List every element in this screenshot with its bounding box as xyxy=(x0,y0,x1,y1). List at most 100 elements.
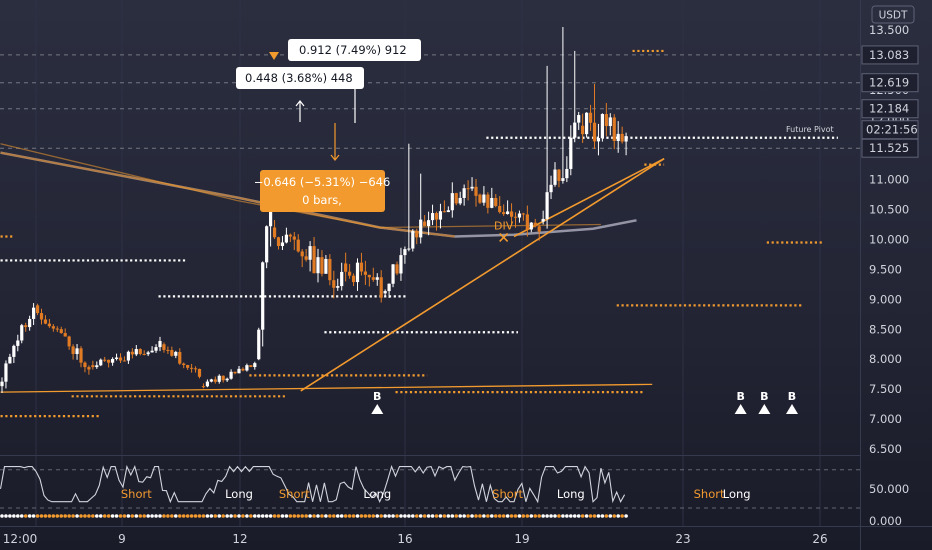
oscillator-dot xyxy=(106,514,111,518)
candle-body xyxy=(450,193,454,211)
oscillator-dot xyxy=(588,514,593,518)
oscillator-dot xyxy=(312,514,316,518)
oscillator-dot xyxy=(300,514,305,518)
candle-body xyxy=(197,368,202,377)
time-axis-tick: 9 xyxy=(118,532,126,546)
oscillator-dot xyxy=(541,514,545,518)
oscillator-dot xyxy=(31,514,36,518)
candle-body xyxy=(351,275,356,283)
candle-body xyxy=(486,194,490,208)
oscillator-dot xyxy=(490,514,494,518)
price-axis-tick: 11.000 xyxy=(869,173,909,187)
divergence-marker: DIV xyxy=(494,219,514,243)
candle-body xyxy=(107,359,111,363)
oscillator-dot xyxy=(335,514,340,518)
oscillator-dot xyxy=(102,514,107,518)
candle-body xyxy=(103,359,107,361)
trend-line xyxy=(300,157,665,392)
measure-tools[interactable]: 0.912 (7.49%) 912 0.448 (3.68%) 448 −0.6… xyxy=(236,39,421,212)
candle-body xyxy=(87,367,91,370)
oscillator-dot xyxy=(142,514,146,518)
candle-body xyxy=(229,371,233,379)
price-tag xyxy=(861,99,919,119)
oscillator-signal-label: Short xyxy=(694,487,725,501)
oscillator-dot xyxy=(138,514,143,518)
time-axis-tick: 16 xyxy=(397,532,412,546)
price-axis-tick: 13.500 xyxy=(869,23,909,37)
candle-body xyxy=(130,351,134,355)
candle-body xyxy=(308,246,312,260)
candle-body xyxy=(221,375,225,381)
candle-body xyxy=(265,226,269,263)
candle-body xyxy=(284,234,288,243)
oscillator-dot xyxy=(367,514,372,518)
trend-line xyxy=(379,223,601,229)
oscillator-dot xyxy=(565,514,569,518)
oscillator-signal-label: Short xyxy=(121,487,152,501)
candle-body xyxy=(99,359,103,366)
oscillator-dot xyxy=(351,514,356,518)
candle-body xyxy=(59,329,63,334)
candle-body xyxy=(462,188,466,198)
candle-body xyxy=(178,351,182,364)
oscillator-dot xyxy=(557,514,561,518)
candle-body xyxy=(241,368,245,371)
candle-body xyxy=(217,375,221,382)
candle-body xyxy=(201,386,206,388)
candle-body xyxy=(474,186,478,196)
oscillator-dot xyxy=(79,514,83,518)
candle-body xyxy=(557,169,561,181)
oscillator-dot xyxy=(264,514,269,518)
oscillator-dot xyxy=(450,514,455,518)
price-tag-label: 12.184 xyxy=(869,102,909,116)
candle-body xyxy=(612,117,616,141)
candle-body xyxy=(272,227,277,238)
candle-body xyxy=(363,271,367,275)
oscillator-dot xyxy=(430,514,435,518)
candle-body xyxy=(620,133,624,142)
candle-body xyxy=(375,277,379,280)
candle-body xyxy=(4,363,8,382)
measure-tooltip-down-line1: −0.646 (−5.31%) −646 xyxy=(254,175,391,189)
price-axis-tick: 7.500 xyxy=(869,382,902,396)
candle-body xyxy=(513,216,518,218)
oscillator-dot xyxy=(462,514,466,518)
candle-body xyxy=(296,239,300,252)
time-axis[interactable]: 12:00 9 12 16 19 23 26 xyxy=(3,532,828,546)
oscillator-dot xyxy=(166,514,170,518)
candle-body xyxy=(182,363,186,366)
candle-body xyxy=(596,138,601,142)
candle-body xyxy=(616,133,620,141)
candle-body xyxy=(403,249,407,256)
oscillator-dot xyxy=(604,514,609,518)
oscillator-dot xyxy=(249,514,253,518)
candle-body xyxy=(209,379,213,382)
candle-body xyxy=(122,360,127,362)
buy-signal-label: B xyxy=(760,390,768,403)
oscillator-dot xyxy=(395,514,399,518)
candle-body xyxy=(454,193,458,204)
price-axis-tick: 8.000 xyxy=(869,352,902,366)
currency-badge[interactable] xyxy=(871,5,915,24)
candle-body xyxy=(225,378,229,381)
candle-body xyxy=(569,137,573,169)
oscillator-dot xyxy=(343,514,348,518)
candle-body xyxy=(249,365,253,368)
candle-body xyxy=(482,194,486,203)
candle-body xyxy=(47,323,51,327)
candle-body xyxy=(600,114,604,139)
candle-body xyxy=(261,262,265,330)
candle-body xyxy=(146,352,150,355)
oscillator-signal-label: Long xyxy=(723,487,751,501)
candle-body xyxy=(170,350,174,356)
oscillator-dot xyxy=(383,514,387,518)
oscillator-dot xyxy=(122,514,127,518)
measure-tooltip-up-long xyxy=(288,39,421,61)
oscillator-dot xyxy=(292,514,297,518)
oscillator-dot xyxy=(304,514,308,518)
oscillator-dot xyxy=(201,514,206,518)
buy-signal-label: B xyxy=(373,390,381,403)
oscillator-dot xyxy=(363,514,368,518)
candle-body xyxy=(577,115,581,123)
